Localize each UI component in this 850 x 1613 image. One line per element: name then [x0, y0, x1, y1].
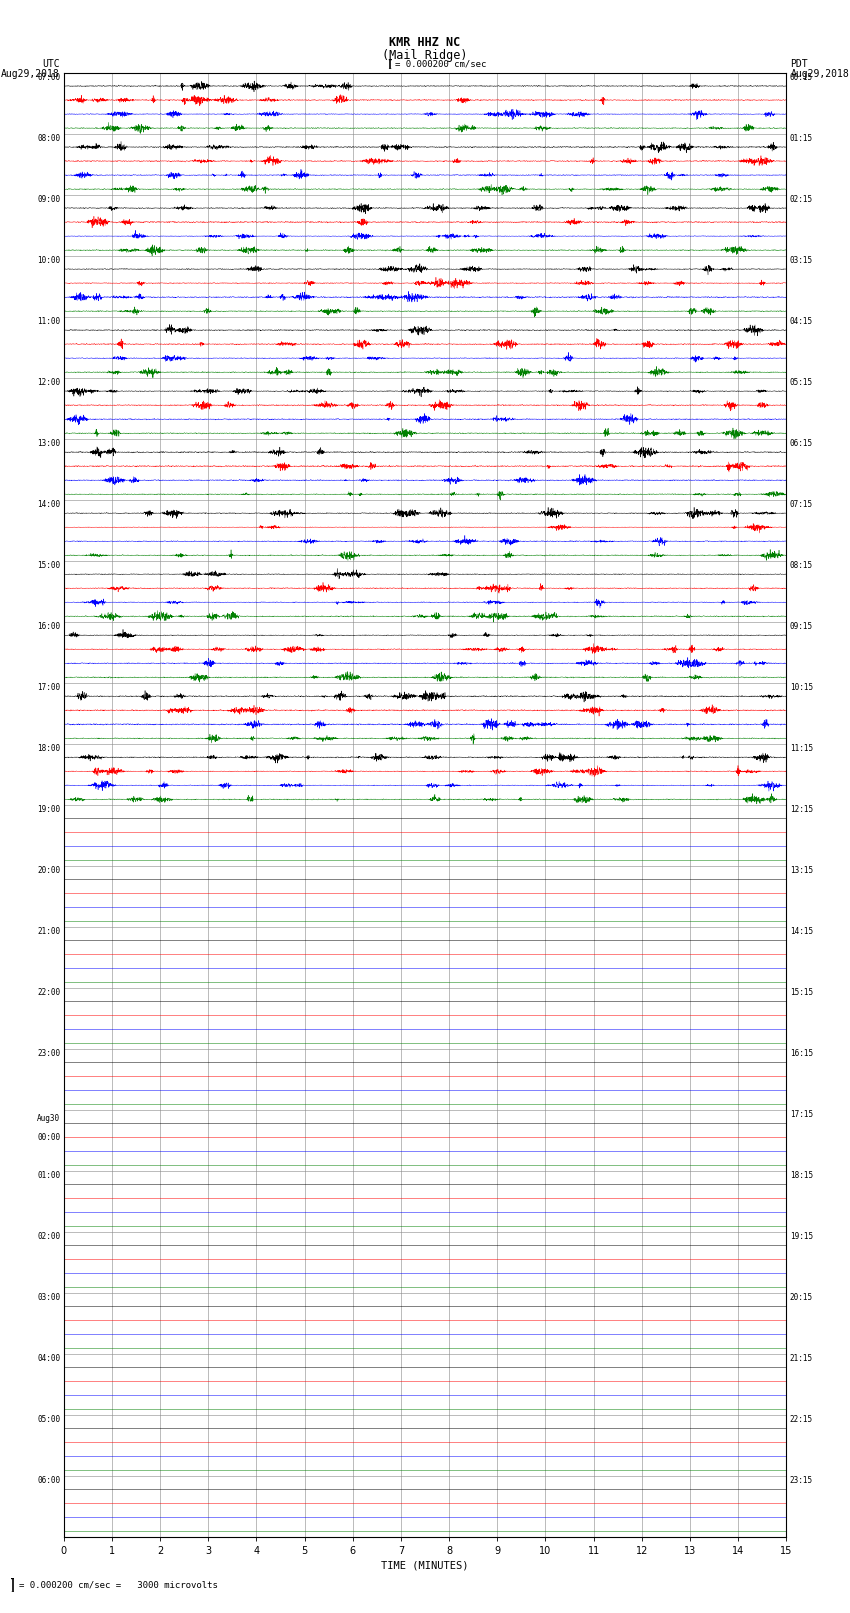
Text: 23:15: 23:15	[790, 1476, 813, 1486]
Text: KMR HHZ NC: KMR HHZ NC	[389, 37, 461, 50]
Text: 18:00: 18:00	[37, 744, 60, 753]
Text: 15:00: 15:00	[37, 561, 60, 569]
Text: (Mail Ridge): (Mail Ridge)	[382, 50, 468, 63]
Text: 01:00: 01:00	[37, 1171, 60, 1181]
Text: 16:00: 16:00	[37, 621, 60, 631]
Text: 06:00: 06:00	[37, 1476, 60, 1486]
Text: 10:15: 10:15	[790, 682, 813, 692]
Text: 15:15: 15:15	[790, 987, 813, 997]
Text: 11:00: 11:00	[37, 316, 60, 326]
Text: 12:00: 12:00	[37, 377, 60, 387]
Text: 21:15: 21:15	[790, 1355, 813, 1363]
Text: 07:15: 07:15	[790, 500, 813, 508]
Text: 20:15: 20:15	[790, 1294, 813, 1302]
Text: 01:15: 01:15	[790, 134, 813, 142]
Text: 02:00: 02:00	[37, 1232, 60, 1240]
Text: 11:15: 11:15	[790, 744, 813, 753]
Text: 13:00: 13:00	[37, 439, 60, 448]
Text: 00:00: 00:00	[37, 1134, 60, 1142]
Text: 14:15: 14:15	[790, 927, 813, 936]
Text: 03:15: 03:15	[790, 255, 813, 265]
Text: = 0.000200 cm/sec: = 0.000200 cm/sec	[395, 60, 486, 68]
Text: = 0.000200 cm/sec =   3000 microvolts: = 0.000200 cm/sec = 3000 microvolts	[19, 1581, 218, 1589]
Text: 17:00: 17:00	[37, 682, 60, 692]
Text: 13:15: 13:15	[790, 866, 813, 874]
Text: 19:15: 19:15	[790, 1232, 813, 1240]
Text: 05:15: 05:15	[790, 377, 813, 387]
Text: 14:00: 14:00	[37, 500, 60, 508]
Text: 18:15: 18:15	[790, 1171, 813, 1181]
Text: 12:15: 12:15	[790, 805, 813, 815]
Text: 02:15: 02:15	[790, 195, 813, 203]
Text: 22:15: 22:15	[790, 1415, 813, 1424]
Text: 08:15: 08:15	[790, 561, 813, 569]
Text: UTC: UTC	[42, 58, 60, 69]
Text: 23:00: 23:00	[37, 1048, 60, 1058]
Text: 08:00: 08:00	[37, 134, 60, 142]
Text: 09:15: 09:15	[790, 621, 813, 631]
Text: Aug29,2018: Aug29,2018	[1, 69, 60, 79]
Text: 19:00: 19:00	[37, 805, 60, 815]
Text: 16:15: 16:15	[790, 1048, 813, 1058]
Text: 04:00: 04:00	[37, 1355, 60, 1363]
Text: Aug29,2018: Aug29,2018	[790, 69, 849, 79]
Text: 03:00: 03:00	[37, 1294, 60, 1302]
Text: 00:15: 00:15	[790, 73, 813, 82]
Text: 06:15: 06:15	[790, 439, 813, 448]
Text: 17:15: 17:15	[790, 1110, 813, 1119]
Text: Aug30: Aug30	[37, 1115, 60, 1123]
Text: 04:15: 04:15	[790, 316, 813, 326]
Text: 05:00: 05:00	[37, 1415, 60, 1424]
Text: 21:00: 21:00	[37, 927, 60, 936]
Text: 22:00: 22:00	[37, 987, 60, 997]
Text: 10:00: 10:00	[37, 255, 60, 265]
Text: 20:00: 20:00	[37, 866, 60, 874]
X-axis label: TIME (MINUTES): TIME (MINUTES)	[382, 1560, 468, 1571]
Text: 07:00: 07:00	[37, 73, 60, 82]
Text: 09:00: 09:00	[37, 195, 60, 203]
Text: PDT: PDT	[790, 58, 808, 69]
